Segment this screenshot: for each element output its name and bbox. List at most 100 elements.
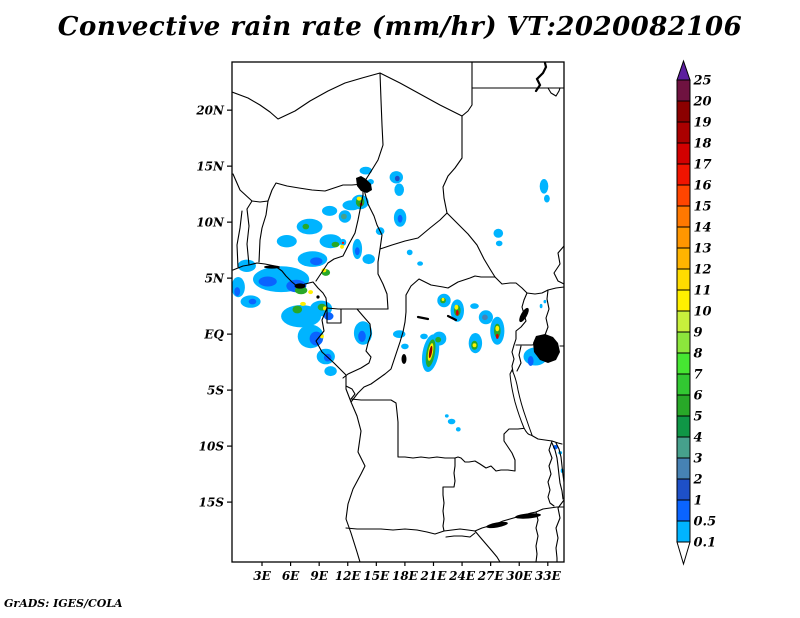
colorbar-label: 4 (694, 431, 703, 446)
lake-kariba (486, 521, 508, 529)
rain-cell (356, 196, 362, 201)
colorbar-cell (676, 310, 691, 333)
colorbar-label: 1 (694, 494, 703, 509)
rain-cell (294, 286, 308, 295)
colorbar-cell (676, 415, 691, 438)
colorbar-label: 25 (693, 74, 712, 89)
rain-cell (359, 166, 372, 175)
rain-cell (447, 418, 456, 425)
rain-cell (397, 214, 403, 223)
lon-tick-label: 3E (253, 569, 271, 583)
colorbar-cell (676, 79, 691, 102)
rain-cell (296, 218, 323, 235)
rain-cell (309, 331, 323, 346)
coastal-lagoon (264, 265, 280, 269)
colorbar-label: 5 (694, 410, 703, 425)
colorbar-cell (676, 394, 691, 417)
colorbar-cell (676, 268, 691, 291)
rain-cell (495, 240, 503, 247)
country-borders (232, 62, 564, 562)
lon-tick-label: 12E (335, 569, 362, 583)
rain-cell (248, 298, 257, 305)
bioko-island (316, 295, 320, 299)
rain-cell (394, 175, 400, 182)
rain-cell (258, 276, 277, 287)
colorbar-cell (676, 289, 691, 312)
lon-tick-label: 15E (363, 569, 390, 583)
rain-cell (394, 183, 405, 196)
rain-cell (455, 310, 459, 316)
colorbar-cell (676, 142, 691, 165)
nile-river (534, 62, 548, 93)
rain-cell (276, 235, 297, 248)
colorbar-label: 6 (694, 389, 703, 404)
rain-cell (543, 299, 547, 304)
rain-cell (324, 366, 337, 377)
colorbar-label: 3 (694, 452, 703, 467)
colorbar-label: 20 (693, 95, 712, 110)
lat-tick-label: 15N (196, 160, 225, 174)
colorbar-label: 13 (694, 242, 712, 257)
rain-cell (331, 241, 340, 248)
colorbar-label: 19 (694, 116, 712, 131)
colorbar-cell (676, 499, 691, 522)
colorbar-label: 0.5 (694, 515, 717, 530)
rain-cell (495, 325, 500, 332)
lat-tick-label: 5N (205, 272, 225, 286)
colorbar-label: 0.1 (694, 536, 717, 551)
rain-cell (341, 213, 347, 220)
lat-tick-label: 5S (207, 384, 224, 398)
rain-cell (428, 345, 433, 359)
colorbar-cell (676, 100, 691, 123)
colorbar-label: 9 (694, 326, 703, 341)
rain-shading-layer (232, 166, 564, 473)
rain-cell (470, 303, 479, 309)
colorbar-cell (676, 457, 691, 480)
rain-cell (292, 305, 303, 314)
rain-cell (354, 247, 360, 256)
longitude-axis: 3E 6E 9E 12E 15E 18E 21E 24E 27E 30E 33E (253, 562, 562, 583)
colorbar-label: 15 (694, 200, 712, 215)
rain-cell (234, 287, 241, 297)
rain-cell (493, 228, 504, 238)
lon-tick-label: 30E (506, 569, 533, 583)
rain-cell (482, 314, 488, 321)
congo-river-mark2 (446, 314, 458, 322)
colorbar-cell (676, 184, 691, 207)
lakes-and-rivers (356, 62, 560, 529)
colorbar-label: 8 (694, 347, 703, 362)
colorbar-cell (676, 520, 691, 543)
lat-tick-label: 10N (196, 216, 225, 230)
rain-cell (454, 304, 459, 310)
rain-cell (544, 194, 550, 203)
colorbar-cell (676, 373, 691, 396)
page-title: Convective rain rate (mm/hr) VT:20200821… (57, 12, 743, 42)
lon-tick-label: 21E (420, 569, 448, 583)
colorbar-label: 18 (694, 137, 712, 152)
lon-tick-label: 6E (282, 569, 300, 583)
lake-albert (519, 307, 529, 323)
colorbar-bottom-arrow (676, 541, 691, 566)
rain-cell (362, 254, 375, 265)
lake-mai-ndombe (401, 354, 407, 364)
rain-cell (539, 179, 549, 194)
colorbar-cell (676, 331, 691, 354)
rain-cell (406, 249, 413, 256)
rain-cell (401, 343, 409, 350)
rain-cell (420, 333, 428, 340)
grads-credit: GrADS: IGES/COLA (4, 597, 123, 610)
colorbar-top-arrow (676, 59, 691, 81)
colorbar-cell (676, 436, 691, 459)
rain-cell (341, 241, 345, 244)
rain-cell (472, 343, 477, 348)
rain-cell (322, 205, 338, 216)
colorbar-cell (676, 226, 691, 249)
colorbar-label: 10 (694, 305, 712, 320)
rain-cell (323, 312, 334, 321)
rain-cell (308, 290, 313, 295)
colorbar-label: 7 (694, 368, 703, 383)
lat-tick-label: 15S (199, 496, 225, 510)
colorbar-label: 16 (694, 179, 712, 194)
lat-tick-label: 20N (195, 104, 225, 118)
